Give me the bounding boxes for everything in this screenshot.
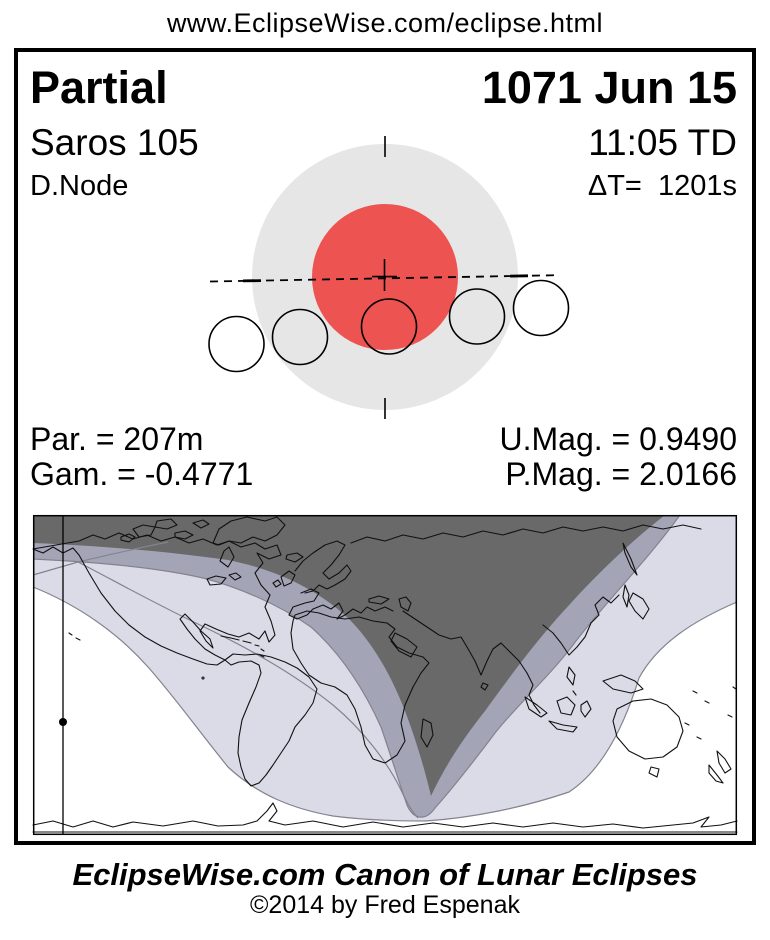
coast-south-america	[224, 653, 318, 787]
penumbra-edge-ticks	[242, 274, 529, 283]
coast-caribbean	[220, 635, 265, 658]
coast-antarctica	[32, 802, 738, 833]
shadow-diagram	[208, 136, 570, 419]
coast-europe	[272, 540, 412, 620]
moon-p1	[208, 315, 265, 373]
map-border	[32, 514, 738, 836]
coast-great-lakes	[206, 572, 242, 586]
coast-greenland	[212, 516, 286, 546]
coast-arctic-islands	[120, 518, 210, 543]
moon-p4	[512, 279, 570, 337]
moon-u1	[271, 308, 329, 366]
coast-indonesia	[524, 674, 644, 733]
ecliptic-dashed-line	[209, 274, 559, 283]
gamma-stat: Gam. = -0.4771	[30, 456, 254, 492]
coast-iceland	[285, 552, 304, 563]
greatest-eclipse-time: 11:05 TD	[588, 122, 737, 163]
contact-curve-inner-left	[77, 561, 419, 819]
eclipse-type-label: Partial	[30, 62, 168, 113]
node-label: D.Node	[30, 170, 129, 202]
contact-curve-outer	[32, 586, 738, 822]
coast-hudson-bay	[219, 546, 235, 568]
coastlines	[32, 516, 738, 833]
sublunar-point-dot	[59, 718, 67, 726]
no-eclipse-region	[33, 515, 665, 796]
saros-number: Saros 105	[30, 122, 199, 163]
coast-galapagos	[201, 676, 205, 680]
coast-east-asia	[542, 542, 650, 696]
coast-pacific-islands	[68, 632, 737, 740]
moon-greatest	[360, 298, 418, 355]
coast-madagascar	[420, 718, 434, 748]
delta-t-value: ΔT= 1201s	[587, 170, 737, 202]
eclipse-date: 1071 Jun 15	[481, 62, 737, 113]
copyright-line: ©2014 by Fred Espenak	[250, 891, 520, 919]
shadow-center-cross	[372, 259, 397, 291]
coast-north-america	[32, 532, 282, 666]
contact-curve-medium-edge	[32, 514, 681, 818]
card-border	[14, 48, 756, 845]
partial-duration-stat: Par. = 207m	[30, 421, 204, 457]
coast-australia	[612, 698, 732, 784]
coast-africa	[290, 610, 430, 764]
umbral-magnitude-stat: U.Mag. = 0.9490	[499, 421, 737, 457]
canon-title: EclipseWise.com Canon of Lunar Eclipses	[72, 857, 698, 892]
visibility-map	[32, 514, 738, 836]
moon-contact-positions	[208, 279, 570, 373]
penumbral-magnitude-stat: P.Mag. = 2.0166	[505, 456, 737, 492]
site-url: www.EclipseWise.com/eclipse.html	[166, 8, 604, 38]
coast-asia-north	[350, 524, 702, 544]
moon-u4	[448, 288, 506, 345]
coast-asia-south	[390, 610, 541, 714]
